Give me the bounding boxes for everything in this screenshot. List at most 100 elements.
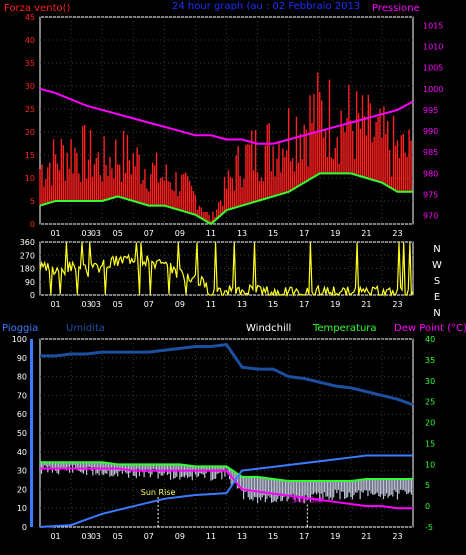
dewpoint-label: Dew Point (°C)	[394, 323, 466, 334]
wind-y-tick-label: 40	[25, 36, 35, 45]
compass-letter: N	[433, 308, 440, 319]
x-tick-label: 15	[268, 229, 278, 238]
rain-y-tick-label: 90	[17, 354, 27, 363]
wind-y-tick-label: 30	[25, 82, 35, 91]
wind-axis-title: Forza vento()	[4, 3, 71, 14]
rain-scale-bar	[30, 339, 33, 527]
pressure-y-tick-label: 995	[423, 106, 438, 115]
x-tick-label: 11	[206, 532, 216, 541]
x-tick-label: 09	[175, 300, 185, 309]
direction-y-tick-label: 0	[30, 291, 35, 300]
x-tick-label: 21	[361, 229, 371, 238]
dewpoint-line	[40, 467, 413, 510]
x-tick-label: 01	[50, 532, 60, 541]
direction-y-tick-label: 270	[20, 251, 35, 260]
rain-axis-title: Pioggia	[2, 323, 38, 334]
compass-letter: E	[434, 292, 440, 303]
rain-y-tick-label: 20	[17, 485, 27, 494]
x-tick-label: 23	[392, 532, 402, 541]
wind-y-tick-label: 20	[25, 128, 35, 137]
humidity-label: Umidita	[66, 323, 105, 334]
sunset-label: Sun Set	[292, 496, 323, 505]
x-tick-label: 09	[175, 229, 185, 238]
x-tick-label: 03	[91, 532, 101, 541]
rain-y-tick-label: 10	[17, 504, 27, 513]
temp-y-tick-label: 0	[425, 502, 430, 511]
x-tick-label: 05	[113, 229, 123, 238]
humidity-line	[40, 343, 414, 407]
compass-letter: N	[433, 244, 440, 255]
compass-letter: S	[434, 276, 440, 287]
x-tick-label: 03	[91, 300, 101, 309]
x-tick-label: 03	[82, 532, 92, 541]
direction-y-tick-label: 90	[25, 278, 35, 287]
x-tick-label: 07	[144, 532, 154, 541]
temp-y-tick-label: 10	[425, 460, 435, 469]
sunrise-label: Sun Rise	[141, 488, 176, 497]
x-tick-label: 07	[144, 229, 154, 238]
rain-y-tick-label: 80	[17, 373, 27, 382]
x-tick-label: 01	[50, 229, 60, 238]
x-tick-label: 19	[330, 532, 340, 541]
rain-y-tick-label: 50	[17, 429, 27, 438]
x-tick-label: 05	[113, 532, 123, 541]
temp-y-tick-label: 35	[425, 356, 435, 365]
wind-y-tick-label: 35	[25, 59, 35, 68]
x-tick-label: 15	[268, 300, 278, 309]
x-tick-label: 13	[237, 532, 247, 541]
rain-y-tick-label: 100	[12, 335, 27, 344]
pressure-y-tick-label: 1010	[423, 43, 443, 52]
pressure-y-tick-label: 1005	[423, 64, 443, 73]
pressure-y-tick-label: 1015	[423, 21, 443, 30]
pressure-line	[39, 87, 414, 145]
windchill-label: Windchill	[246, 323, 291, 334]
x-tick-label: 23	[392, 229, 402, 238]
temp-y-tick-label: -5	[425, 523, 433, 532]
rain-y-tick-label: 70	[17, 391, 27, 400]
x-tick-label: 03	[82, 300, 92, 309]
wind-y-tick-label: 25	[25, 105, 35, 114]
x-tick-label: 09	[175, 532, 185, 541]
temperature-label: Temperatura	[312, 323, 377, 334]
pressure-y-tick-label: 980	[423, 169, 438, 178]
x-tick-label: 17	[299, 229, 309, 238]
rain-y-tick-label: 30	[17, 467, 27, 476]
wind-y-tick-label: 5	[30, 197, 35, 206]
rain-y-tick-label: 0	[22, 523, 27, 532]
x-tick-label: 23	[392, 300, 402, 309]
x-tick-label: 03	[82, 229, 92, 238]
temp-y-tick-label: 25	[425, 398, 435, 407]
x-tick-label: 07	[144, 300, 154, 309]
wind-y-tick-label: 10	[25, 174, 35, 183]
x-tick-label: 03	[91, 229, 101, 238]
x-tick-label: 13	[237, 229, 247, 238]
x-tick-label: 17	[299, 532, 309, 541]
wind-y-tick-label: 45	[25, 13, 35, 22]
x-tick-label: 05	[113, 300, 123, 309]
x-tick-label: 19	[330, 229, 340, 238]
wind-y-tick-label: 0	[30, 220, 35, 229]
x-tick-label: 01	[50, 300, 60, 309]
pressure-y-tick-label: 970	[423, 212, 438, 221]
rain-y-tick-label: 40	[17, 448, 27, 457]
x-tick-label: 19	[330, 300, 340, 309]
temp-y-tick-label: 30	[425, 377, 435, 386]
x-tick-label: 21	[361, 300, 371, 309]
wind-y-tick-label: 15	[25, 151, 35, 160]
wind-direction-line	[39, 242, 414, 298]
x-tick-label: 15	[268, 532, 278, 541]
pressure-y-tick-label: 990	[423, 127, 438, 136]
chart-title: 24 hour graph (au : 02 Febbraio 2013	[172, 1, 360, 12]
x-tick-label: 11	[206, 300, 216, 309]
x-tick-label: 17	[299, 300, 309, 309]
direction-y-tick-label: 180	[20, 265, 35, 274]
temperature-line	[40, 461, 413, 483]
rain-y-tick-label: 60	[17, 410, 27, 419]
temp-y-tick-label: 40	[425, 335, 435, 344]
pressure-y-tick-label: 985	[423, 148, 438, 157]
rain-line	[39, 454, 413, 528]
pressure-axis-title: Pressione	[372, 3, 420, 14]
x-tick-label: 21	[361, 532, 371, 541]
